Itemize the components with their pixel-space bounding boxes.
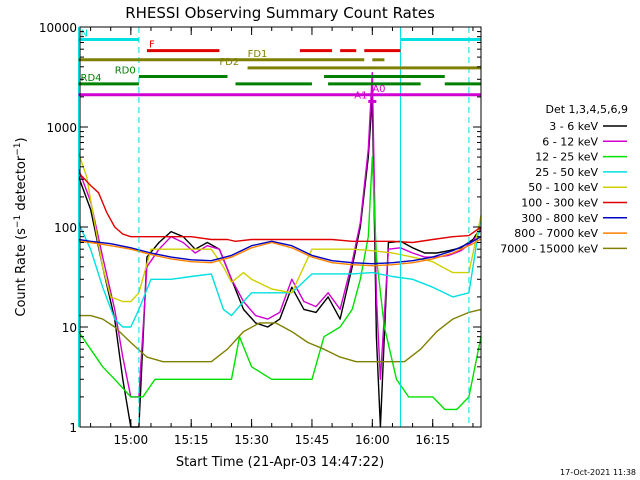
y-axis-label-end: ) xyxy=(14,137,29,142)
series-layer xyxy=(77,71,482,428)
y-axis-label-sup2: −1 xyxy=(13,142,23,155)
y-tick-label-1: 10 xyxy=(62,321,77,335)
legend-label-0: 3 - 6 keV xyxy=(549,120,598,133)
series-line-1 xyxy=(77,71,482,398)
y-axis-label-sup1: −1 xyxy=(13,215,23,228)
legend-label-1: 6 - 12 keV xyxy=(542,135,598,148)
x-tick-label-1: 15:15 xyxy=(174,433,209,447)
timestamp: 17-Oct-2021 11:38 xyxy=(560,468,636,477)
vline-layer xyxy=(78,27,470,427)
series-line-0 xyxy=(77,96,482,428)
state-label-fd2: FD2 xyxy=(219,57,239,68)
state-label-a0: A0 xyxy=(372,84,385,95)
state-label-rd4: RD4 xyxy=(81,73,102,84)
legend: Det 1,3,4,5,6,9 3 - 6 keV 6 - 12 keV 12 - … xyxy=(500,103,628,255)
series-line-3 xyxy=(77,215,482,328)
state-label-a1: A1 xyxy=(354,90,367,101)
x-tick-label-3: 15:45 xyxy=(295,433,330,447)
y-axis-label: Count Rate (s−1 detector−1) xyxy=(13,137,29,316)
legend-label-3: 25 - 50 keV xyxy=(535,166,598,179)
axis-layer: 15:00 15:15 15:30 15:45 16:00 16:15 1 10 100 1000… xyxy=(39,21,481,447)
legend-label-4: 50 - 100 keV xyxy=(528,181,598,194)
y-tick-label-4: 10000 xyxy=(39,21,77,35)
legend-title: Det 1,3,4,5,6,9 xyxy=(545,103,628,116)
x-tick-label-2: 15:30 xyxy=(234,433,269,447)
series-line-8 xyxy=(78,308,482,363)
x-tick-label-0: 15:00 xyxy=(114,433,149,447)
chart-title: RHESSI Observing Summary Count Rates xyxy=(125,4,435,22)
state-label-rd0: RD0 xyxy=(115,65,136,76)
state-label-fd1: FD1 xyxy=(248,49,268,60)
state-label-n: N xyxy=(81,28,88,39)
series-line-7 xyxy=(78,238,482,267)
y-tick-label-2: 100 xyxy=(54,221,77,235)
y-tick-label-0: 1 xyxy=(69,421,77,435)
x-tick-label-4: 16:00 xyxy=(355,433,390,447)
series-line-2 xyxy=(77,156,482,411)
legend-label-8: 7000 - 15000 keV xyxy=(500,242,598,255)
x-tick-label-5: 16:15 xyxy=(415,433,450,447)
legend-label-2: 12 - 25 keV xyxy=(535,151,598,164)
state-bars-layer: N F FD1 FD2 RD0 RD4 A0 A1 xyxy=(78,28,481,103)
series-line-4 xyxy=(77,152,482,303)
legend-label-5: 100 - 300 keV xyxy=(521,197,598,210)
state-label-f: F xyxy=(149,40,155,51)
series-line-6 xyxy=(78,236,482,265)
legend-label-7: 800 - 7000 keV xyxy=(514,227,598,240)
x-axis-label: Start Time (21-Apr-03 14:47:22) xyxy=(176,455,384,470)
legend-label-6: 300 - 800 keV xyxy=(521,212,598,225)
y-axis-label-main: Count Rate (s xyxy=(14,228,29,317)
y-axis-label-mid: detector xyxy=(14,155,29,215)
y-tick-label-3: 1000 xyxy=(46,121,77,135)
series-line-5 xyxy=(77,172,482,244)
